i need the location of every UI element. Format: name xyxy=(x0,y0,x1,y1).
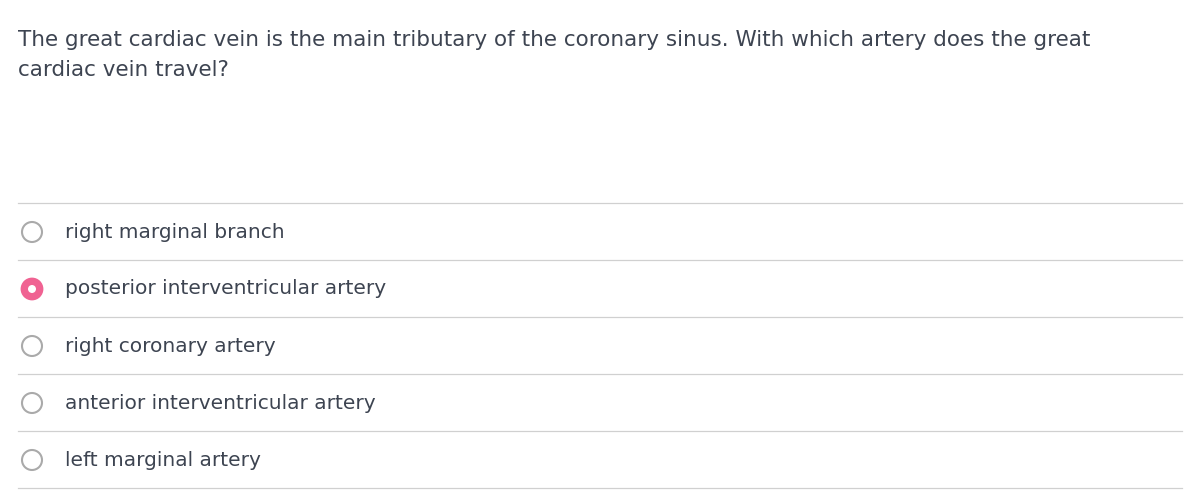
Text: posterior interventricular artery: posterior interventricular artery xyxy=(65,279,386,298)
Text: right coronary artery: right coronary artery xyxy=(65,337,276,356)
Text: anterior interventricular artery: anterior interventricular artery xyxy=(65,393,376,413)
Circle shape xyxy=(22,336,42,356)
Circle shape xyxy=(28,285,36,293)
Circle shape xyxy=(22,393,42,413)
Circle shape xyxy=(22,279,42,299)
Text: left marginal artery: left marginal artery xyxy=(65,450,260,469)
Text: The great cardiac vein is the main tributary of the coronary sinus. With which a: The great cardiac vein is the main tribu… xyxy=(18,30,1091,80)
Text: right marginal branch: right marginal branch xyxy=(65,222,284,242)
Circle shape xyxy=(22,222,42,242)
Circle shape xyxy=(22,450,42,470)
